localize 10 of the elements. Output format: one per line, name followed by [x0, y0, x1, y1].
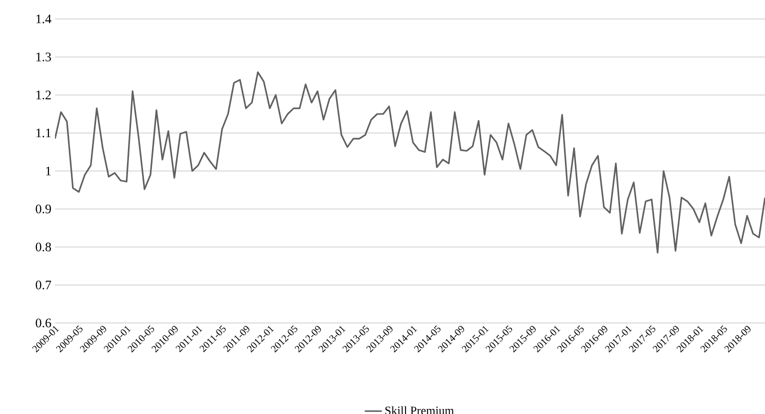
y-tick-label: 0.8	[36, 242, 51, 252]
y-tick-label: 1.1	[36, 128, 51, 138]
y-tick-label: 1.3	[36, 52, 51, 62]
y-tick-label: 0.9	[36, 204, 51, 214]
y-tick-label: 1.4	[36, 14, 52, 24]
y-tick-label: 0.6	[36, 318, 52, 328]
line-series	[55, 71, 765, 254]
y-tick-label: 1.2	[36, 90, 51, 100]
y-tick-label: 1	[46, 166, 51, 176]
y-tick-label: 0.7	[36, 280, 52, 290]
